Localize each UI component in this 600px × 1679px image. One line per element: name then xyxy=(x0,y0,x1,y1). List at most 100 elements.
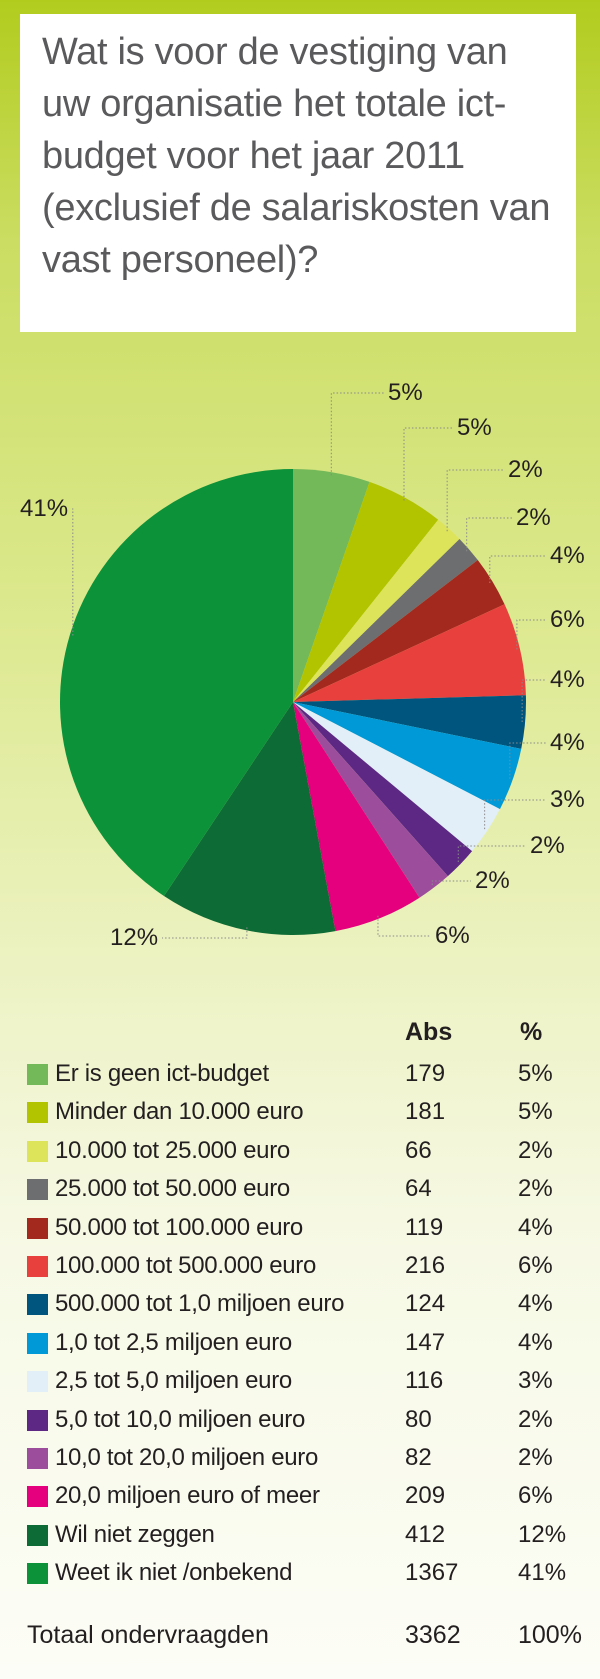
legend-swatch xyxy=(27,1217,48,1239)
pie-slice xyxy=(60,469,293,897)
slice-pct-label: 12% xyxy=(110,924,158,951)
legend-row: Minder dan 10.000 euro 181 5% xyxy=(0,1094,600,1131)
slice-pct-label: 2% xyxy=(516,504,551,531)
legend-label: Weet ik niet /onbekend xyxy=(55,1559,293,1587)
legend-row: 10,0 tot 20,0 miljoen euro 82 2% xyxy=(0,1440,600,1477)
legend-abs-value: 179 xyxy=(405,1060,446,1087)
legend-abs-value: 124 xyxy=(405,1290,446,1318)
slice-pct-label: 6% xyxy=(550,606,585,633)
leader-line xyxy=(403,427,453,501)
legend-swatch xyxy=(27,1332,48,1354)
pie-slice xyxy=(293,702,448,898)
header-abs: Abs xyxy=(405,1018,453,1046)
legend-swatch xyxy=(27,1448,48,1469)
legend-swatch xyxy=(27,1371,48,1393)
legend-label: 100.000 tot 500.000 euro xyxy=(55,1252,317,1279)
leader-line xyxy=(162,927,248,939)
slice-pct-label: 5% xyxy=(457,414,492,441)
pie-slice xyxy=(293,702,420,932)
legend-row: Wil niet zeggen 412 12% xyxy=(0,1517,600,1554)
slice-pct-label: 4% xyxy=(550,729,585,756)
legend-pct-value: 12% xyxy=(518,1520,567,1548)
legend-abs-value: 1367 xyxy=(405,1559,459,1587)
leader-line xyxy=(489,555,546,583)
slice-pct-label: 2% xyxy=(475,867,510,894)
legend-pct-value: 2% xyxy=(518,1405,553,1433)
slice-pct-label: 3% xyxy=(550,786,585,813)
legend-swatch xyxy=(27,1524,48,1546)
legend-swatch xyxy=(27,1064,48,1085)
pie-slice xyxy=(163,702,336,935)
slice-pct-label: 41% xyxy=(20,495,68,522)
legend-label: 5,0 tot 10,0 miljoen euro xyxy=(55,1405,305,1433)
slice-pct-label: 4% xyxy=(550,542,585,569)
legend-pct-value: 4% xyxy=(518,1290,553,1318)
slice-pct-label: 4% xyxy=(550,666,585,693)
legend-pct-value: 5% xyxy=(518,1098,553,1126)
title-box: Wat is voor de vestiging van uw organisa… xyxy=(20,14,576,332)
legend-swatch xyxy=(27,1140,48,1162)
pie-slice xyxy=(293,519,460,702)
header-pct: % xyxy=(520,1018,543,1046)
legend-abs-value: 181 xyxy=(405,1098,446,1126)
legend-label: 25.000 tot 50.000 euro xyxy=(55,1175,290,1203)
total-pct: 100% xyxy=(518,1621,582,1649)
legend-pct-value: 3% xyxy=(518,1367,553,1395)
legend-pct-value: 6% xyxy=(518,1482,553,1510)
legend-pct-value: 4% xyxy=(518,1213,553,1241)
total-abs: 3362 xyxy=(405,1621,461,1649)
legend-label: Wil niet zeggen xyxy=(55,1520,215,1548)
legend-row: 25.000 tot 50.000 euro 64 2% xyxy=(0,1171,600,1208)
legend-row: 1,0 tot 2,5 miljoen euro 147 4% xyxy=(0,1325,600,1362)
pie-slice xyxy=(293,469,370,702)
pie-slice xyxy=(293,481,439,702)
legend-swatch xyxy=(27,1179,48,1201)
pie-slice xyxy=(293,604,526,702)
pie-chart: 5% 5% 2% 2% 4% 6% 4% 4% 3% 2% 2% 6% 12% 41% xyxy=(20,379,585,951)
legend-swatch xyxy=(27,1486,48,1508)
legend-abs-value: 119 xyxy=(405,1213,444,1241)
legend-label: Er is geen ict-budget xyxy=(55,1060,269,1087)
legend-row: 500.000 tot 1,0 miljoen euro 124 4% xyxy=(0,1286,600,1323)
legend-row: Er is geen ict-budget 179 5% xyxy=(0,1056,600,1093)
legend-abs-value: 216 xyxy=(405,1252,446,1279)
legend-label: 50.000 tot 100.000 euro xyxy=(55,1213,303,1241)
legend-row: 100.000 tot 500.000 euro 216 6% xyxy=(0,1248,600,1285)
legend-abs-value: 80 xyxy=(405,1405,432,1433)
legend-label: 10,0 tot 20,0 miljoen euro xyxy=(55,1444,319,1471)
legend-row: 2,5 tot 5,0 miljoen euro 116 3% xyxy=(0,1363,600,1400)
legend-abs-value: 116 xyxy=(405,1367,444,1395)
legend-swatch xyxy=(27,1102,48,1124)
legend-row: Weet ik niet /onbekend 1367 41% xyxy=(0,1555,600,1592)
legend-pct-value: 41% xyxy=(518,1559,567,1587)
legend-abs-value: 412 xyxy=(405,1520,446,1548)
legend-row: 5,0 tot 10,0 miljoen euro 80 2% xyxy=(0,1402,600,1439)
legend-abs-value: 66 xyxy=(405,1136,432,1164)
legend-abs-value: 209 xyxy=(405,1482,446,1510)
legend-row: 50.000 tot 100.000 euro 119 4% xyxy=(0,1210,600,1247)
legend-label: 2,5 tot 5,0 miljoen euro xyxy=(55,1367,292,1395)
legend-pct-value: 2% xyxy=(518,1175,553,1203)
legend-pct-value: 4% xyxy=(518,1328,553,1356)
legend-abs-value: 147 xyxy=(405,1328,446,1356)
slice-pct-label: 2% xyxy=(530,832,565,859)
legend-label: 1,0 tot 2,5 miljoen euro xyxy=(55,1328,292,1356)
leader-line xyxy=(516,619,546,650)
leader-line xyxy=(431,880,471,886)
leader-line xyxy=(466,517,512,552)
slice-pct-label: 2% xyxy=(508,456,543,483)
legend-pct-value: 5% xyxy=(518,1060,553,1087)
legend-pct-value: 6% xyxy=(518,1252,553,1279)
leader-line xyxy=(72,508,74,636)
leader-line xyxy=(484,799,546,830)
chart-title: Wat is voor de vestiging van uw organisa… xyxy=(42,31,551,281)
leader-line xyxy=(330,392,384,476)
pie-slice xyxy=(293,702,473,877)
legend-abs-value: 64 xyxy=(405,1175,432,1203)
legend-swatch xyxy=(27,1563,48,1585)
legend-abs-value: 82 xyxy=(405,1444,432,1471)
total-row: Totaal ondervraagden 3362 100% xyxy=(0,1618,600,1658)
legend-swatch xyxy=(27,1256,48,1277)
pie-slice xyxy=(293,539,478,702)
legend-swatch xyxy=(27,1294,48,1316)
